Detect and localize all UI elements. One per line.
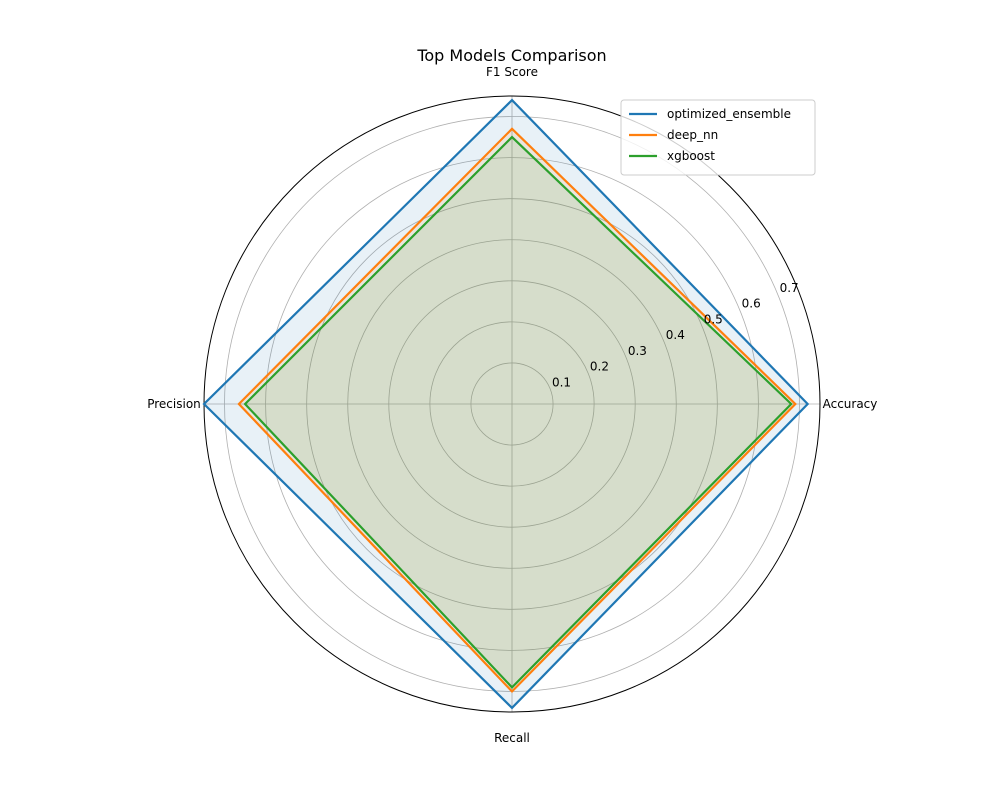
r-tick-label: 0.6 — [742, 297, 761, 311]
category-label-accuracy: Accuracy — [823, 397, 878, 411]
r-tick-label: 0.3 — [628, 344, 647, 358]
legend-label-xgboost: xgboost — [667, 149, 715, 163]
r-tick-label: 0.5 — [704, 312, 723, 326]
category-label-recall: Recall — [494, 731, 530, 745]
legend-label-deep_nn: deep_nn — [667, 128, 718, 142]
series-fill-optimized_ensemble — [204, 100, 808, 708]
category-label-f1-score: F1 Score — [486, 65, 538, 79]
category-label-precision: Precision — [147, 397, 201, 411]
r-tick-label: 0.1 — [552, 375, 571, 389]
series-line-xgboost — [243, 135, 793, 689]
legend-frame — [620, 99, 816, 176]
r-tick-label: 0.4 — [666, 328, 685, 342]
series-line-optimized_ensemble — [202, 98, 810, 710]
label-layer: 0.1 0.2 0.3 0.4 0.5 0.6 0.7 Accuracy F1 Score Pre… — [147, 65, 877, 745]
legend-label-optimized_ensemble: optimized_ensemble — [667, 107, 791, 121]
chart-title: Top Models Comparison — [416, 46, 606, 65]
series-fill-xgboost — [245, 137, 792, 688]
series-layer — [202, 98, 810, 710]
series-line-deep_nn — [237, 127, 797, 694]
r-tick-label: 0.7 — [780, 281, 799, 295]
r-tick-label: 0.2 — [590, 360, 609, 374]
